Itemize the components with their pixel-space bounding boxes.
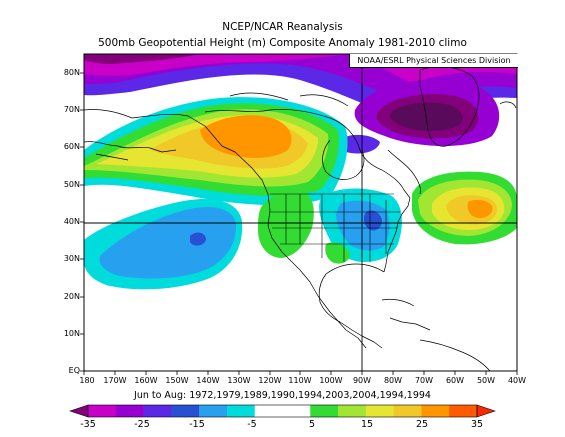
colorbar-swatch [115, 405, 144, 417]
axis-ticks [80, 72, 518, 375]
lon-label-160w: 160W [134, 376, 158, 385]
lon-label-50w: 50W [476, 376, 496, 385]
colorbar-arrow-low [69, 404, 89, 418]
lon-label-110w: 110W [288, 376, 312, 385]
lon-label-80w: 80W [383, 376, 403, 385]
lat-lon-grid [84, 54, 517, 371]
colorbar-label: -15 [189, 419, 205, 430]
colorbar-swatch [393, 405, 422, 417]
colorbar-swatch [254, 405, 283, 417]
colorbar-label: -25 [134, 419, 150, 430]
colorbar-label: 25 [415, 419, 429, 430]
map-subtitle: 500mb Geopotential Height (m) Composite … [98, 37, 467, 49]
lon-label-170w: 170W [103, 376, 127, 385]
colorbar-arrow-high [476, 404, 496, 418]
colorbar [69, 404, 496, 418]
colorbar-swatch [199, 405, 228, 417]
lat-label-60n: 60N [63, 142, 80, 151]
anomaly-shading [84, 54, 517, 371]
map-title: NCEP/NCAR Reanalysis [222, 21, 343, 33]
colorbar-swatch [226, 405, 256, 417]
colorbar-label: 35 [470, 419, 484, 430]
colorbar-swatch [365, 405, 394, 417]
map-frame [83, 53, 518, 372]
colorbar-label: 15 [360, 419, 374, 430]
colorbar-swatch [88, 405, 117, 417]
lon-label-180: 180 [79, 376, 95, 385]
colorbar-outline [87, 404, 478, 418]
colorbar-swatch [282, 405, 311, 417]
colorbar-swatch [143, 405, 172, 417]
lat-label-20n: 20N [63, 292, 80, 301]
colorbar-label: -35 [80, 419, 96, 430]
colorbar-label: 5 [308, 419, 316, 430]
colorbar-label: -5 [247, 419, 257, 430]
lon-label-120w: 120W [258, 376, 282, 385]
colorbar-swatch [310, 405, 339, 417]
lon-label-60w: 60W [445, 376, 465, 385]
colorbar-swatch [421, 405, 450, 417]
lon-label-40w: 40W [507, 376, 527, 385]
lon-label-90w: 90W [352, 376, 372, 385]
lon-label-130w: 130W [227, 376, 251, 385]
lat-label-50n: 50N [63, 180, 80, 189]
colorbar-swatch [338, 405, 367, 417]
colorbar-swatch [449, 405, 478, 417]
date-caption: Jun to Aug: 1972,1979,1989,1990,1994,200… [134, 390, 431, 401]
lat-label-40n: 40N [63, 217, 80, 226]
us-state-borders [270, 193, 400, 262]
lat-label-70n: 70N [63, 105, 80, 114]
lat-label-10n: 10N [63, 329, 80, 338]
lon-label-70w: 70W [414, 376, 434, 385]
lon-label-140w: 140W [196, 376, 220, 385]
lat-label-eq: EQ [68, 366, 80, 375]
lat-label-30n: 30N [63, 254, 80, 263]
lon-label-100w: 100W [319, 376, 343, 385]
lat-label-80n: 80N [63, 68, 80, 77]
coastlines [84, 66, 517, 371]
lon-label-150w: 150W [165, 376, 189, 385]
colorbar-swatch [171, 405, 200, 417]
credit-label: NOAA/ESRL Physical Sciences Division [349, 54, 518, 68]
